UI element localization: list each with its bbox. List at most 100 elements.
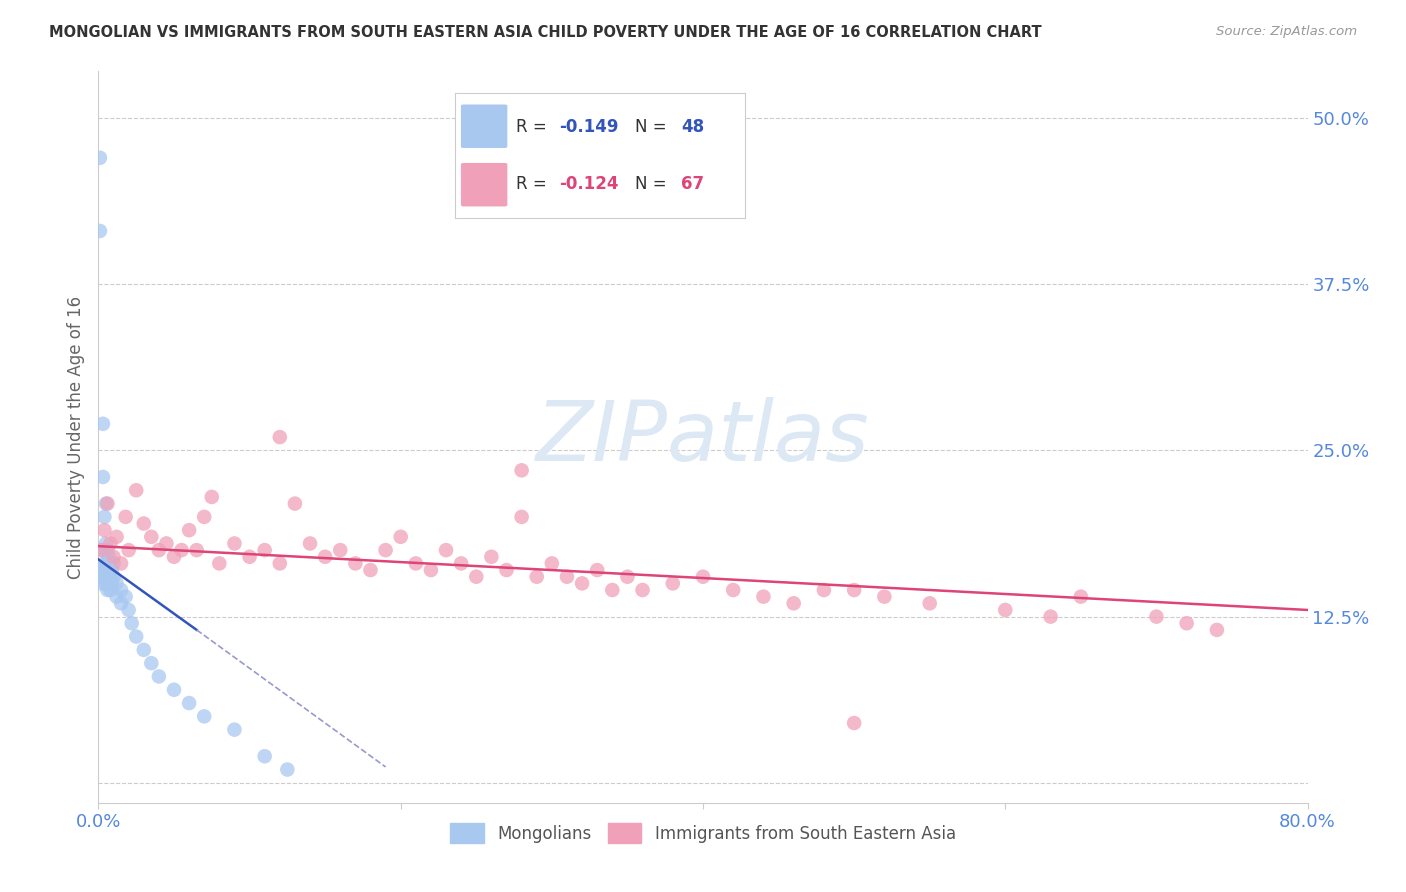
Point [103,549,125,564]
Point [1144,609,1167,624]
Point [450,557,472,571]
Point [98,549,121,564]
Point [125,630,148,644]
Point [586,563,609,577]
Point [148,669,170,683]
Point [253,749,276,764]
Point [170,543,193,558]
Point [374,543,396,558]
Point [101,576,124,591]
Point [465,570,488,584]
Point [110,596,132,610]
Point [101,563,124,577]
Point [100,570,122,584]
Point [276,763,298,777]
Point [105,576,128,591]
Point [253,543,276,558]
Point [186,543,208,558]
Point [201,490,224,504]
Point [844,582,866,597]
Point [510,509,533,524]
Point [193,709,215,723]
Point [299,536,322,550]
Point [89,224,111,238]
Point [100,536,122,550]
Point [118,603,141,617]
Point [783,596,806,610]
Point [110,582,132,597]
Point [89,151,111,165]
Point [114,509,136,524]
Point [918,596,941,610]
Point [224,536,246,550]
Point [118,543,141,558]
Point [103,557,125,571]
Point [389,530,412,544]
Point [132,516,155,531]
Point [179,523,201,537]
Point [420,563,443,577]
Point [616,570,638,584]
Point [91,470,114,484]
Point [540,557,562,571]
Point [91,417,114,431]
Point [94,536,117,550]
Point [844,716,866,731]
Point [93,523,115,537]
Text: ZIPatlas: ZIPatlas [536,397,870,477]
Point [91,563,114,577]
Text: Source: ZipAtlas.com: Source: ZipAtlas.com [1216,25,1357,38]
Point [132,643,155,657]
Point [1175,616,1198,631]
Point [661,576,683,591]
Point [94,576,117,591]
Point [163,549,186,564]
Point [96,563,118,577]
Point [98,563,121,577]
Point [752,590,775,604]
Point [314,549,336,564]
Point [121,616,143,631]
Point [98,576,121,591]
Point [90,570,112,584]
Point [105,530,128,544]
Point [96,497,118,511]
Point [100,557,122,571]
Point [723,582,745,597]
Point [141,656,163,670]
Point [360,563,382,577]
Point [163,682,186,697]
Point [103,570,125,584]
Text: MONGOLIAN VS IMMIGRANTS FROM SOUTH EASTERN ASIA CHILD POVERTY UNDER THE AGE OF 1: MONGOLIAN VS IMMIGRANTS FROM SOUTH EASTE… [49,25,1042,40]
Point [100,582,122,597]
Point [96,543,118,558]
Point [125,483,148,498]
Point [94,557,117,571]
Point [692,570,714,584]
Point [96,582,118,597]
Point [96,570,118,584]
Y-axis label: Child Poverty Under the Age of 16: Child Poverty Under the Age of 16 [66,295,84,579]
Point [873,590,896,604]
Point [155,536,177,550]
Point [284,497,307,511]
Point [193,509,215,524]
Point [1206,623,1229,637]
Point [994,603,1017,617]
Point [91,543,114,558]
Point [208,557,231,571]
Point [93,557,115,571]
Point [269,557,291,571]
Point [1039,609,1062,624]
Point [148,543,170,558]
Point [555,570,578,584]
Point [114,590,136,604]
Point [1070,590,1092,604]
Point [179,696,201,710]
Point [813,582,835,597]
Point [510,463,533,477]
Point [224,723,246,737]
Point [434,543,457,558]
Point [329,543,352,558]
Point [93,543,115,558]
